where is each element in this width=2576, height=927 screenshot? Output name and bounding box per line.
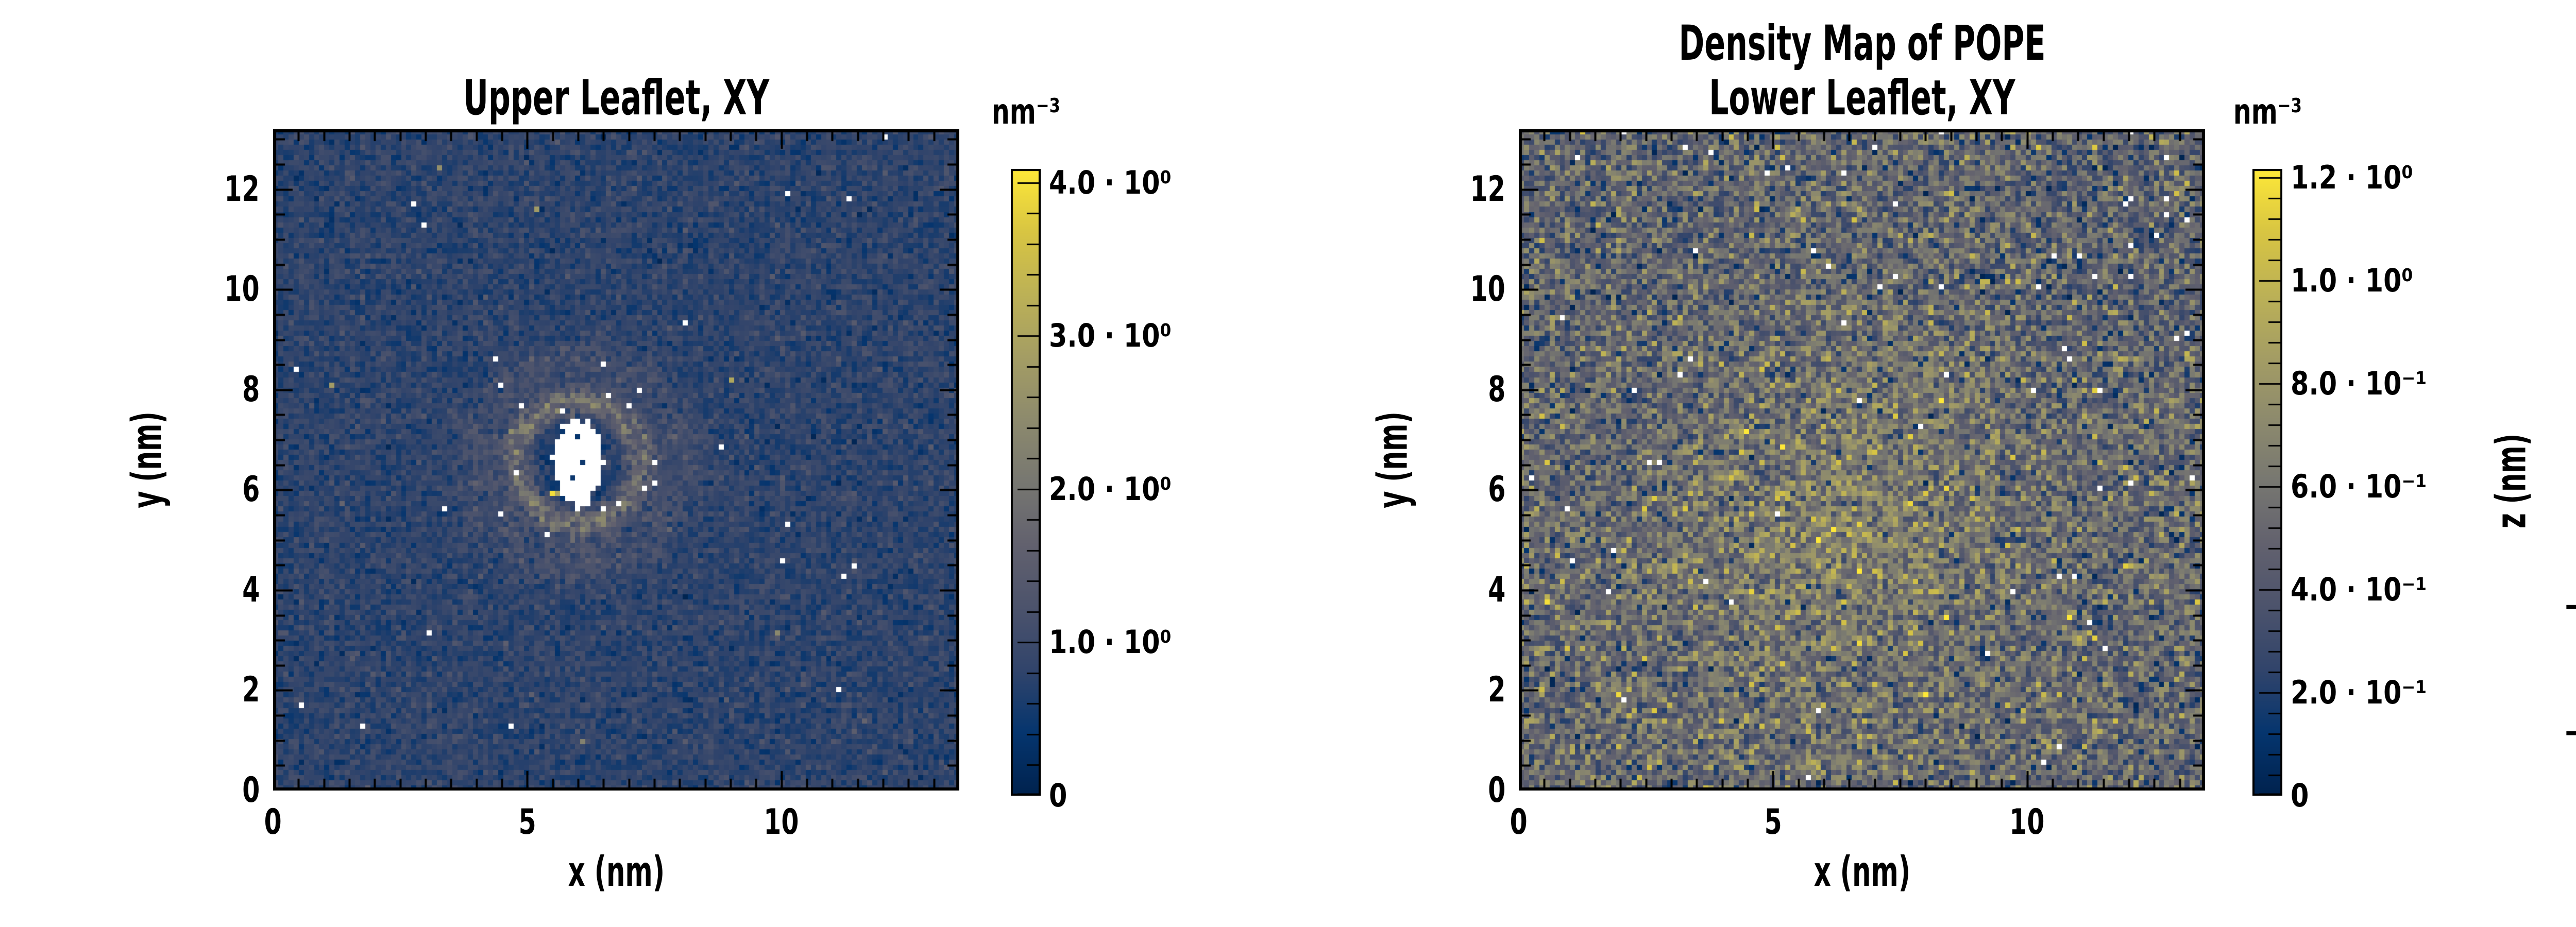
panel2-colorbar-unit-wrap: nm⁻³ — [2139, 84, 2396, 141]
panel3-y-tick-label-wrap: 0 — [2396, 457, 2576, 505]
panel1-colorbar — [1011, 169, 1041, 796]
panel2-x-axis-label-wrap: x (nm) — [1604, 844, 2120, 900]
panel2-y-tick-label-wrap: 2 — [1299, 666, 1505, 714]
panel1-colorbar-canvas — [1011, 169, 1041, 796]
panel3-x-tick-label-wrap: 0.0 — [2513, 785, 2576, 832]
panel2-colorbar-unit: nm⁻³ — [2233, 92, 2302, 132]
panel2-y-tick-label: 12 — [1470, 168, 1505, 210]
panel2-x-tick-label: 5 — [1764, 802, 1782, 843]
panel2-y-tick-label: 8 — [1487, 369, 1505, 410]
panel1-colorbar-tick-label: 1.0 · 10⁰ — [1049, 623, 1172, 661]
panel3-y-tick-label-wrap: 4 — [2396, 205, 2576, 253]
panel1-colorbar-tick-label-wrap: 0 — [1049, 772, 1317, 819]
panel3-y-tick-label-wrap: −4 — [2396, 709, 2576, 757]
panel1-y-tick-label-wrap: 8 — [54, 366, 260, 414]
panel2-y-tick-label-wrap: 0 — [1299, 767, 1505, 814]
panel2-x-tick-label-wrap: 0 — [1416, 799, 1622, 846]
panel2-colorbar-tick-label-wrap: 1.2 · 10⁰ — [2291, 154, 2558, 201]
panel1-colorbar-tick-label: 0 — [1049, 777, 1067, 814]
panel2-colorbar-tick-label-wrap: 0 — [2291, 772, 2558, 819]
panel2-y-tick-label-wrap: 10 — [1299, 266, 1505, 313]
panel1-y-tick-label-wrap: 10 — [54, 266, 260, 313]
panel3-y-tick-label-wrap: 2 — [2396, 332, 2576, 379]
panel2-y-tick-label-wrap: 6 — [1299, 466, 1505, 513]
panel1-heatmap-canvas — [273, 129, 959, 791]
panel1-y-tick-label-wrap: 6 — [54, 466, 260, 513]
panel1-y-tick-label: 10 — [224, 269, 260, 310]
panel2-colorbar-tick-label-wrap: 1.0 · 10⁰ — [2291, 257, 2558, 304]
panel1-y-tick-label-wrap: 0 — [54, 767, 260, 814]
panel2-heatmap-canvas — [1519, 129, 2205, 791]
panel1-y-tick-label: 6 — [242, 469, 260, 510]
panel1-y-tick-label-wrap: 12 — [54, 166, 260, 213]
panel1-title: Upper Leaflet, XY — [463, 70, 770, 126]
panel1-x-tick-label-wrap: 0 — [170, 799, 376, 846]
panel2-x-tick-label-wrap: 10 — [1924, 799, 2130, 846]
panel1-y-tick-label: 8 — [242, 369, 260, 410]
panel2-y-tick-label: 0 — [1487, 770, 1505, 811]
panel1-y-tick-label: 4 — [242, 569, 260, 610]
panel2-y-tick-label: 4 — [1487, 569, 1505, 610]
panel1-x-tick-label-wrap: 5 — [424, 799, 630, 846]
panel1-colorbar-tick-label: 3.0 · 10⁰ — [1049, 317, 1172, 355]
panel2-colorbar-tick-label: 1.2 · 10⁰ — [2291, 159, 2413, 196]
panel1-y-tick-label: 12 — [224, 168, 260, 210]
panel2-colorbar-tick-label: 2.0 · 10⁻¹ — [2291, 674, 2427, 711]
panel1-x-tick-label: 10 — [764, 802, 799, 843]
panel3-y-tick-label: −4 — [2564, 709, 2576, 757]
panel2-colorbar-tick-label-wrap: 2.0 · 10⁻¹ — [2291, 669, 2558, 716]
panel2-x-tick-label: 10 — [2009, 802, 2045, 843]
panel2-heatmap — [1519, 129, 2205, 791]
panel1-colorbar-tick-label: 2.0 · 10⁰ — [1049, 470, 1172, 508]
panel2-colorbar-tick-label-wrap: 8.0 · 10⁻¹ — [2291, 360, 2558, 407]
panel1-heatmap — [273, 129, 959, 791]
panel1-colorbar-unit-wrap: nm⁻³ — [897, 84, 1155, 141]
panel2-colorbar-tick-label-wrap: 4.0 · 10⁻¹ — [2291, 566, 2558, 613]
panel2-y-tick-label-wrap: 12 — [1299, 166, 1505, 213]
panel1-colorbar-tick-label-wrap: 3.0 · 10⁰ — [1049, 312, 1317, 359]
panel3-y-tick-label: −2 — [2564, 583, 2576, 630]
panel1-y-tick-label: 0 — [242, 770, 260, 811]
figure-suptitle: Density Map of POPE — [1678, 15, 2046, 72]
panel2-colorbar — [2252, 169, 2282, 796]
panel1-x-axis-label-wrap: x (nm) — [359, 844, 874, 900]
panel1-y-tick-label: 2 — [242, 670, 260, 711]
panel1-y-tick-label-wrap: 2 — [54, 666, 260, 714]
panel1-x-tick-label: 5 — [518, 802, 536, 843]
panel2-colorbar-tick-label: 6.0 · 10⁻¹ — [2291, 468, 2427, 505]
panel2-y-tick-label: 10 — [1470, 269, 1505, 310]
panel1-colorbar-tick-label-wrap: 1.0 · 10⁰ — [1049, 619, 1317, 666]
panel1-x-axis-label: x (nm) — [568, 848, 665, 896]
panel2-y-tick-label: 6 — [1487, 469, 1505, 510]
panel3-y-tick-label-wrap: −2 — [2396, 583, 2576, 630]
panel2-x-tick-label: 0 — [1510, 802, 1528, 843]
figure-suptitle-wrap: Density Map of POPE — [1501, 12, 2223, 75]
panel1-y-tick-label-wrap: 4 — [54, 566, 260, 614]
panel1-colorbar-unit: nm⁻³ — [991, 92, 1060, 132]
panel2-y-tick-label: 2 — [1487, 670, 1505, 711]
panel1-x-tick-label-wrap: 10 — [679, 799, 885, 846]
panel2-title-wrap: Lower Leaflet, XY — [1501, 67, 2223, 130]
panel1-colorbar-tick-label-wrap: 4.0 · 10⁰ — [1049, 159, 1317, 207]
panel2-colorbar-tick-label: 4.0 · 10⁻¹ — [2291, 571, 2427, 608]
panel1-title-wrap: Upper Leaflet, XY — [256, 67, 977, 130]
panel1-x-tick-label: 0 — [264, 802, 282, 843]
panel2-colorbar-tick-label: 1.0 · 10⁰ — [2291, 262, 2413, 299]
panel1-colorbar-tick-label-wrap: 2.0 · 10⁰ — [1049, 466, 1317, 513]
panel2-title: Lower Leaflet, XY — [1708, 70, 2015, 126]
panel2-colorbar-tick-label: 0 — [2291, 777, 2309, 814]
panel2-x-tick-label-wrap: 5 — [1670, 799, 1876, 846]
panel2-colorbar-tick-label: 8.0 · 10⁻¹ — [2291, 365, 2427, 402]
panel1-colorbar-tick-label: 4.0 · 10⁰ — [1049, 163, 1172, 201]
panel2-x-axis-label: x (nm) — [1814, 848, 1910, 896]
panel2-colorbar-tick-label-wrap: 6.0 · 10⁻¹ — [2291, 463, 2558, 510]
panel2-y-tick-label-wrap: 4 — [1299, 566, 1505, 614]
panel2-colorbar-canvas — [2252, 169, 2282, 796]
panel2-y-tick-label-wrap: 8 — [1299, 366, 1505, 414]
